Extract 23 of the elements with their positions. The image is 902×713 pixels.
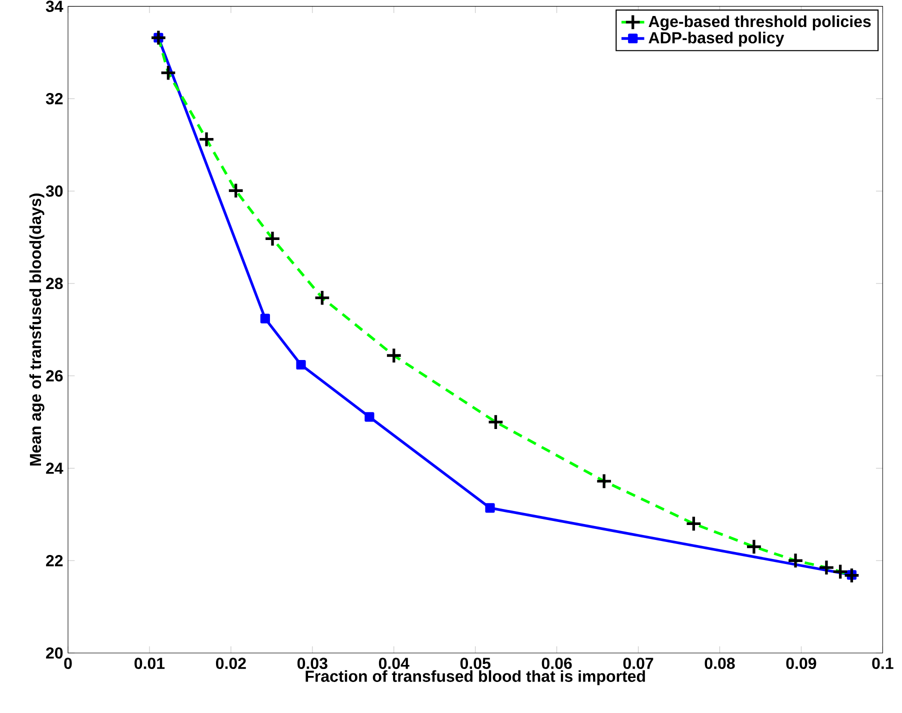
y-tick-label: 28: [46, 278, 63, 290]
y-tick-label: 30: [46, 185, 63, 197]
y-tick-label: 24: [46, 462, 64, 474]
y-tick-label: 34: [46, 0, 64, 12]
y-tick-label: 20: [46, 647, 63, 659]
y-axis-title: Mean age of transfused blood(days): [29, 194, 44, 466]
y-tick-label: 22: [46, 555, 63, 566]
legend-label: Age-based threshold policies: [648, 15, 871, 30]
y-tick-label: 26: [46, 370, 63, 382]
x-axis-title: Fraction of transfused blood that is imported: [306, 670, 645, 686]
x-tick-label: 0.01: [134, 658, 165, 670]
x-tick-label: 0.09: [786, 658, 816, 670]
legend-label: ADP-based policy: [648, 32, 784, 47]
x-tick-label: 0.05: [460, 658, 490, 670]
x-tick-label: 0: [64, 658, 72, 670]
x-tick-label: 0.04: [378, 658, 410, 670]
x-tick-label: 0.1: [872, 658, 894, 670]
x-tick-label: 0.08: [704, 658, 735, 670]
x-tick-label: 0.06: [542, 658, 572, 670]
x-tick-label: 0.02: [216, 658, 246, 670]
y-tick-label: 32: [46, 93, 63, 104]
x-tick-label: 0.07: [623, 658, 654, 670]
x-tick-label: 0.03: [297, 658, 328, 670]
